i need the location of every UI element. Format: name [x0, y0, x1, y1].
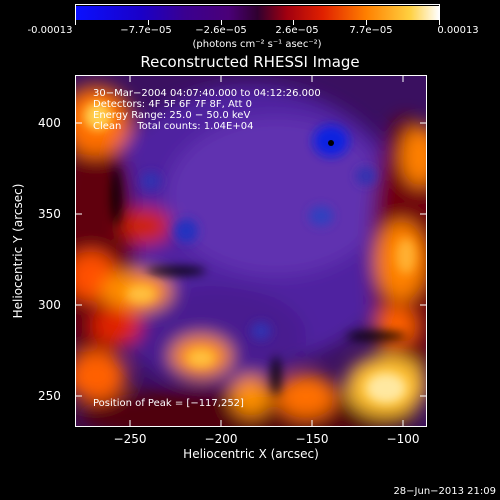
y-tick-label: 400 [38, 116, 61, 130]
colorbar-tick-label: 0.00013 [437, 25, 479, 36]
colorbar-gradient [76, 6, 439, 20]
x-tick-label: −100 [386, 432, 420, 446]
colorbar-tick-label: 7.7e−05 [349, 25, 393, 36]
datestamp: 28−Jun−2013 21:09 [393, 486, 496, 497]
colorbar-tick [221, 20, 222, 25]
colorbar-tick [439, 20, 440, 25]
colorbar-tick-label: −7.7e−05 [120, 25, 172, 36]
colorbar-tick-label: 2.6e−05 [275, 25, 319, 36]
y-tick-label: 350 [38, 207, 61, 221]
x-tick-label: −200 [204, 432, 238, 446]
plot-title: Reconstructed RHESSI Image [140, 53, 360, 71]
y-axis-label: Heliocentric Y (arcsec) [11, 183, 25, 319]
x-axis-label: Heliocentric X (arcsec) [183, 447, 319, 461]
colorbar-tick [366, 20, 367, 25]
colorbar-unit-label: (photons cm⁻² s⁻¹ asec⁻²) [192, 39, 322, 50]
colorbar-tick [293, 20, 294, 25]
colorbar-tick-label: −2.6e−05 [195, 25, 247, 36]
y-tick-label: 250 [38, 389, 61, 403]
clean-total-counts: Clean Total counts: 1.04E+04 [93, 121, 254, 132]
colorbar-ticks [0, 20, 500, 26]
energy-range: Energy Range: 25.0 − 50.0 keV [93, 110, 251, 121]
colorbar-tick [148, 20, 149, 25]
observation-time: 30−Mar−2004 04:07:40.000 to 04:12:26.000 [93, 88, 321, 99]
colorbar [75, 4, 440, 20]
rhessi-image [75, 75, 427, 427]
peak-position: Position of Peak = [−117,252] [93, 398, 244, 409]
detectors-info: Detectors: 4F 5F 6F 7F 8F, Att 0 [93, 99, 253, 110]
rhessi-heatmap [76, 76, 426, 426]
colorbar-tick [75, 20, 76, 25]
y-tick-label: 300 [38, 298, 61, 312]
colorbar-tick-label: -0.00013 [27, 25, 73, 36]
x-tick-label: −250 [113, 432, 147, 446]
x-tick-label: −150 [295, 432, 329, 446]
